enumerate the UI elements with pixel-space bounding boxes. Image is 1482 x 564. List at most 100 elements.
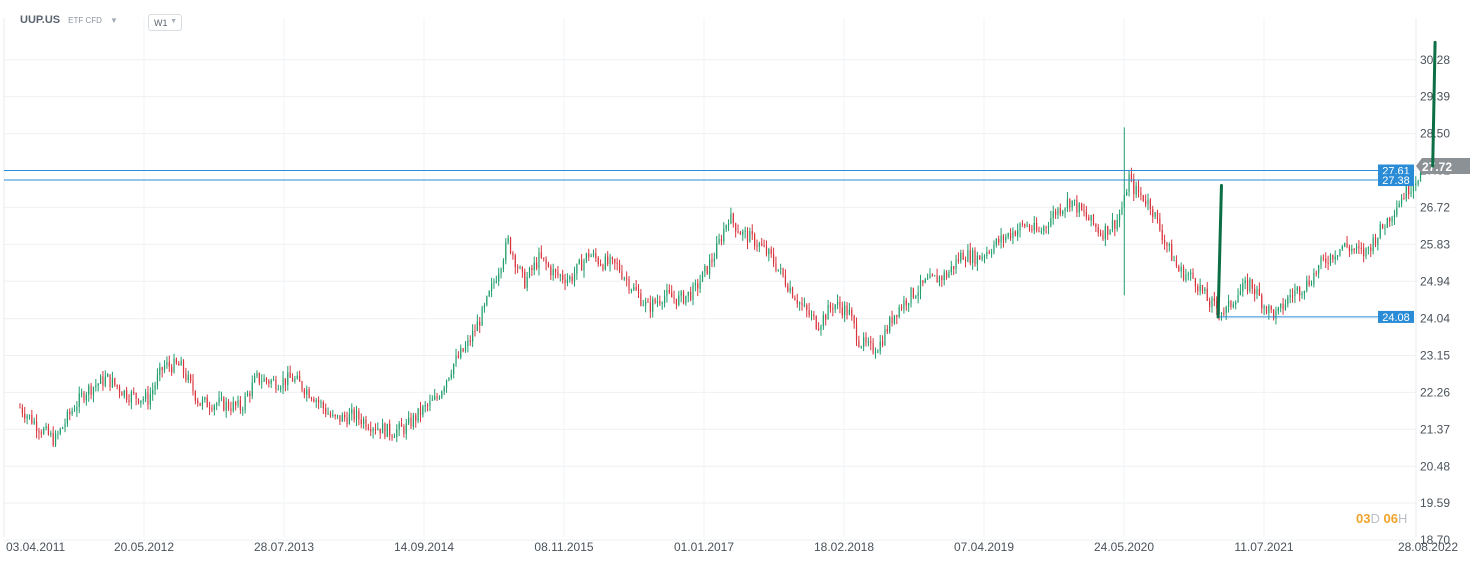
candle-body <box>1370 247 1372 251</box>
candle-body <box>50 433 52 435</box>
candle-body <box>509 237 512 254</box>
candle-body <box>97 383 99 386</box>
candle-body <box>135 393 137 399</box>
candle-body <box>232 401 234 411</box>
candle-body <box>1213 298 1215 301</box>
x-tick-label: 14.09.2014 <box>394 540 454 554</box>
current-price-tag <box>1416 157 1470 174</box>
candle-body <box>730 213 732 224</box>
chart-header: UUP.US ETF CFD ▼ <box>20 14 118 26</box>
candle-body <box>1043 226 1045 232</box>
instrument-tags: ETF CFD <box>68 15 102 25</box>
candle-body <box>536 262 538 269</box>
candle-body <box>239 400 241 410</box>
candle-body <box>43 428 45 434</box>
candle-body <box>377 428 379 430</box>
candle-body <box>251 382 253 396</box>
candle-body <box>616 263 618 265</box>
candle-body <box>263 378 265 382</box>
candle-body <box>1320 257 1322 266</box>
candle-body <box>1353 248 1355 250</box>
y-tick-label: 18.70 <box>1420 533 1450 547</box>
candle-body <box>746 230 749 243</box>
candle-body <box>479 321 481 326</box>
candle-body <box>57 433 59 435</box>
candle-body <box>1287 296 1289 305</box>
x-tick-label: 28.08.2022 <box>1398 540 1458 554</box>
candle-body <box>1415 183 1417 185</box>
candle-body <box>1147 199 1149 205</box>
candle-body <box>974 250 976 265</box>
candle-body <box>1341 246 1343 250</box>
candle-body <box>995 238 997 246</box>
candle-body <box>780 268 782 270</box>
candle-body <box>208 407 211 409</box>
candle-body <box>434 396 436 400</box>
candle-body <box>950 266 952 273</box>
chevron-down-icon[interactable]: ▼ <box>109 15 118 25</box>
candle-body <box>851 309 853 316</box>
candle-body <box>322 402 324 409</box>
x-tick-label: 18.02.2018 <box>814 540 874 554</box>
candle-body <box>1171 244 1173 261</box>
y-tick-label: 26.72 <box>1420 200 1450 214</box>
candle-body <box>1239 291 1242 296</box>
candle-body <box>83 393 85 401</box>
candle-body <box>453 363 455 374</box>
candle-body <box>1142 194 1144 201</box>
candle-body <box>891 317 893 324</box>
candle-body <box>564 279 566 284</box>
candle-body <box>720 239 723 242</box>
candle-body <box>1336 255 1339 257</box>
candle-body <box>256 372 258 377</box>
candle-body <box>810 314 813 316</box>
candle-body <box>860 346 862 348</box>
candle-body <box>1303 290 1306 294</box>
candle-body <box>592 253 595 256</box>
candle-body <box>735 223 737 232</box>
candle-body <box>1204 288 1206 292</box>
candle-body <box>419 408 422 415</box>
candle-body <box>426 405 429 407</box>
candle-body <box>275 379 277 390</box>
candle-body <box>528 267 531 277</box>
candle-body <box>1187 274 1189 276</box>
candle-body <box>652 299 654 312</box>
candle-body <box>1145 200 1147 205</box>
candle-body <box>770 249 772 254</box>
candle-body <box>621 271 623 279</box>
candle-body <box>645 301 647 306</box>
candle-body <box>464 345 467 352</box>
candle-body <box>879 341 881 352</box>
candle-body <box>1346 243 1348 248</box>
candle-body <box>1351 248 1353 251</box>
candle-body <box>547 263 550 267</box>
candle-body <box>554 269 557 272</box>
candle-body <box>441 391 443 398</box>
candle-body <box>1325 258 1327 263</box>
candle-body <box>1040 231 1042 233</box>
candle-body <box>341 414 343 422</box>
candle-body <box>1078 203 1080 213</box>
candle-body <box>1270 305 1272 310</box>
candle-body <box>190 375 192 381</box>
candle-body <box>1045 226 1047 228</box>
candle-body <box>1206 288 1208 301</box>
candle-body <box>310 397 313 399</box>
candle-body <box>1384 227 1386 229</box>
symbol-label[interactable]: UUP.US <box>20 14 61 26</box>
candle-body <box>1007 233 1009 237</box>
candle-body <box>1296 287 1298 291</box>
timeframe-selector[interactable]: W1 ▼ <box>148 14 182 31</box>
candle-body <box>1360 247 1362 249</box>
candle-body <box>284 378 287 385</box>
candle-body <box>500 268 502 274</box>
candle-body <box>1033 223 1035 231</box>
candle-body <box>640 293 642 306</box>
candle-body <box>692 284 694 300</box>
candle-body <box>92 387 95 395</box>
candle-body <box>1185 274 1187 280</box>
candle-body <box>1322 257 1324 259</box>
candle-body <box>1249 279 1251 291</box>
